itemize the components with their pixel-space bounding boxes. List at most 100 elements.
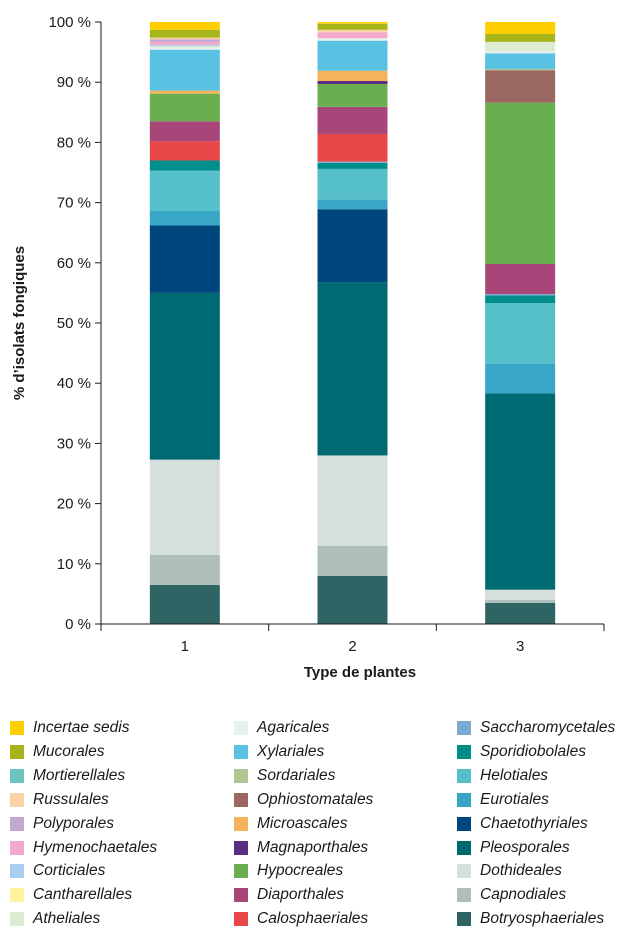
legend-swatch [457,721,471,735]
bar-segment-capnodiales-1 [149,554,220,585]
y-tick-label: 10 % [57,556,91,573]
bar-segment-xylariales-2 [317,40,388,71]
y-tick-label: 40 % [57,375,91,392]
y-axis-ticks: 0 % 10 % 20 % 30 % 40 % 50 % 60 % 70 % 80 % 90 % 1… [48,14,101,633]
bar-segment-botryosphaeriales-2 [317,575,388,624]
legend-item: Saccharomycetales [457,717,615,739]
x-axis-title: Type de plantes [304,664,416,681]
bar-segment-mucorales-2 [317,23,388,30]
legend-swatch [457,840,471,855]
stacked-bar-chart: 0 % 10 % 20 % 30 % 40 % 50 % 60 % 70 % 80 % 90 % 1… [11,14,605,681]
bar-segment-capnodiales-2 [317,545,388,576]
bar-segment-eurotiales-2 [317,199,388,210]
y-tick-label: 50 % [57,315,91,332]
legend-swatch [10,744,24,759]
legend-swatch [457,816,471,831]
x-tick-label: 2 [348,638,356,655]
legend-label: Ophiostomatales [257,790,374,808]
y-tick-label: 0 % [65,616,91,633]
legend-item: Mucorales [10,741,105,763]
legend-item: Agaricales [234,717,329,739]
bar-segment-chaetothyriales-2 [317,209,388,283]
bar-segment-atheliales-1 [149,46,220,48]
y-tick-label: 20 % [57,496,91,513]
legend-item: Polyporales [10,813,114,835]
legend-label: Microascales [257,814,348,832]
legend-swatch [10,840,24,855]
bar-segment-hypocreales-2 [317,84,388,107]
legend-label: Helotiales [480,766,549,784]
legend-swatch [10,792,24,807]
legend-item: Hypocreales [234,860,343,882]
bar-segment-mucorales-1 [149,29,220,38]
legend-swatch [457,744,471,759]
legend-item: Russulales [10,789,109,811]
bar-segment-sporidiobolales-1 [149,160,220,171]
legend-item: Xylariales [234,741,324,763]
bar-segment-sporidiobolales-2 [317,162,388,169]
bar-segment-agaricales-3 [485,51,556,54]
legend-swatch [10,721,24,735]
bar-segment-agaricales-1 [149,47,220,50]
legend-item: Capnodiales [457,884,566,906]
bar-segment-dothideales-1 [149,459,220,555]
legend-label: Magnaporthales [257,838,369,856]
legend-item: Pleosporales [457,837,570,859]
legend-label: Cantharellales [33,886,133,904]
legend-swatch [457,768,471,783]
legend-item: Hymenochaetales [10,837,157,859]
legend-swatch [457,792,471,807]
bar-segment-hypocreales-1 [149,93,220,122]
bar-segment-chaetothyriales-1 [149,225,220,293]
bar-segment-pleosporales-2 [317,282,388,456]
bar-segment-incertae-sedis-1 [149,22,220,30]
legend-label: Capnodiales [480,886,567,904]
legend-swatch [234,888,248,903]
bar-segment-magnaporthales-2 [317,80,388,85]
y-tick-label: 100 % [48,14,91,31]
y-tick-label: 70 % [57,195,91,212]
legend-label: Botryosphaeriales [480,910,605,928]
bar-segment-mucorales-3 [485,34,556,42]
bar-segment-hymenochaetales-2 [317,32,388,39]
legend-swatch [10,864,24,879]
legend-label: Polyporales [33,814,114,832]
legend-item: Helotiales [457,765,548,787]
legend-swatch [234,721,248,735]
x-tick-label: 1 [181,638,189,655]
legend-item: Diaporthales [234,884,344,906]
bar-segment-pleosporales-3 [485,393,556,590]
legend-swatch [10,888,24,903]
bar-segment-microascales-2 [317,70,388,81]
legend-swatch [234,792,248,807]
bar-segment-incertae-sedis-3 [485,22,556,35]
legend-label: Saccharomycetales [480,719,616,736]
legend-item: Eurotiales [457,789,549,811]
legend-label: Eurotiales [480,790,549,808]
y-tick-label: 30 % [57,435,91,452]
legend-item: Ophiostomatales [234,789,373,811]
legend: Incertae sedis Mucorales Mortierellales Rus… [0,712,625,934]
bar-segment-diaporthales-1 [149,121,220,142]
legend-item: Botryosphaeriales [457,908,604,930]
bar-segment-calosphaeriales-2 [317,133,388,162]
bar-segment-capnodiales-3 [485,599,556,603]
y-tick-label: 90 % [57,74,91,91]
legend-label: Xylariales [257,742,325,760]
legend-label: Hypocreales [257,862,344,880]
bar-segment-russulales-1 [149,37,220,40]
legend-item: Sporidiobolales [457,741,586,763]
bar-segment-sporidiobolales-3 [485,295,556,304]
bar-segment-russulales-2 [317,29,388,33]
bars [149,22,556,624]
bar-segment-sordariales-3 [485,68,556,71]
legend-label: Sordariales [257,766,336,784]
bar-segment-dothideales-2 [317,455,388,546]
legend-label: Sporidiobolales [480,742,586,760]
bar-segment-helotiales-1 [149,170,220,212]
legend-item: Chaetothyriales [457,813,588,835]
axes [100,22,604,625]
legend-item: Atheliales [10,908,100,930]
bar-segment-microascales-1 [149,90,220,94]
legend-swatch [10,912,24,927]
